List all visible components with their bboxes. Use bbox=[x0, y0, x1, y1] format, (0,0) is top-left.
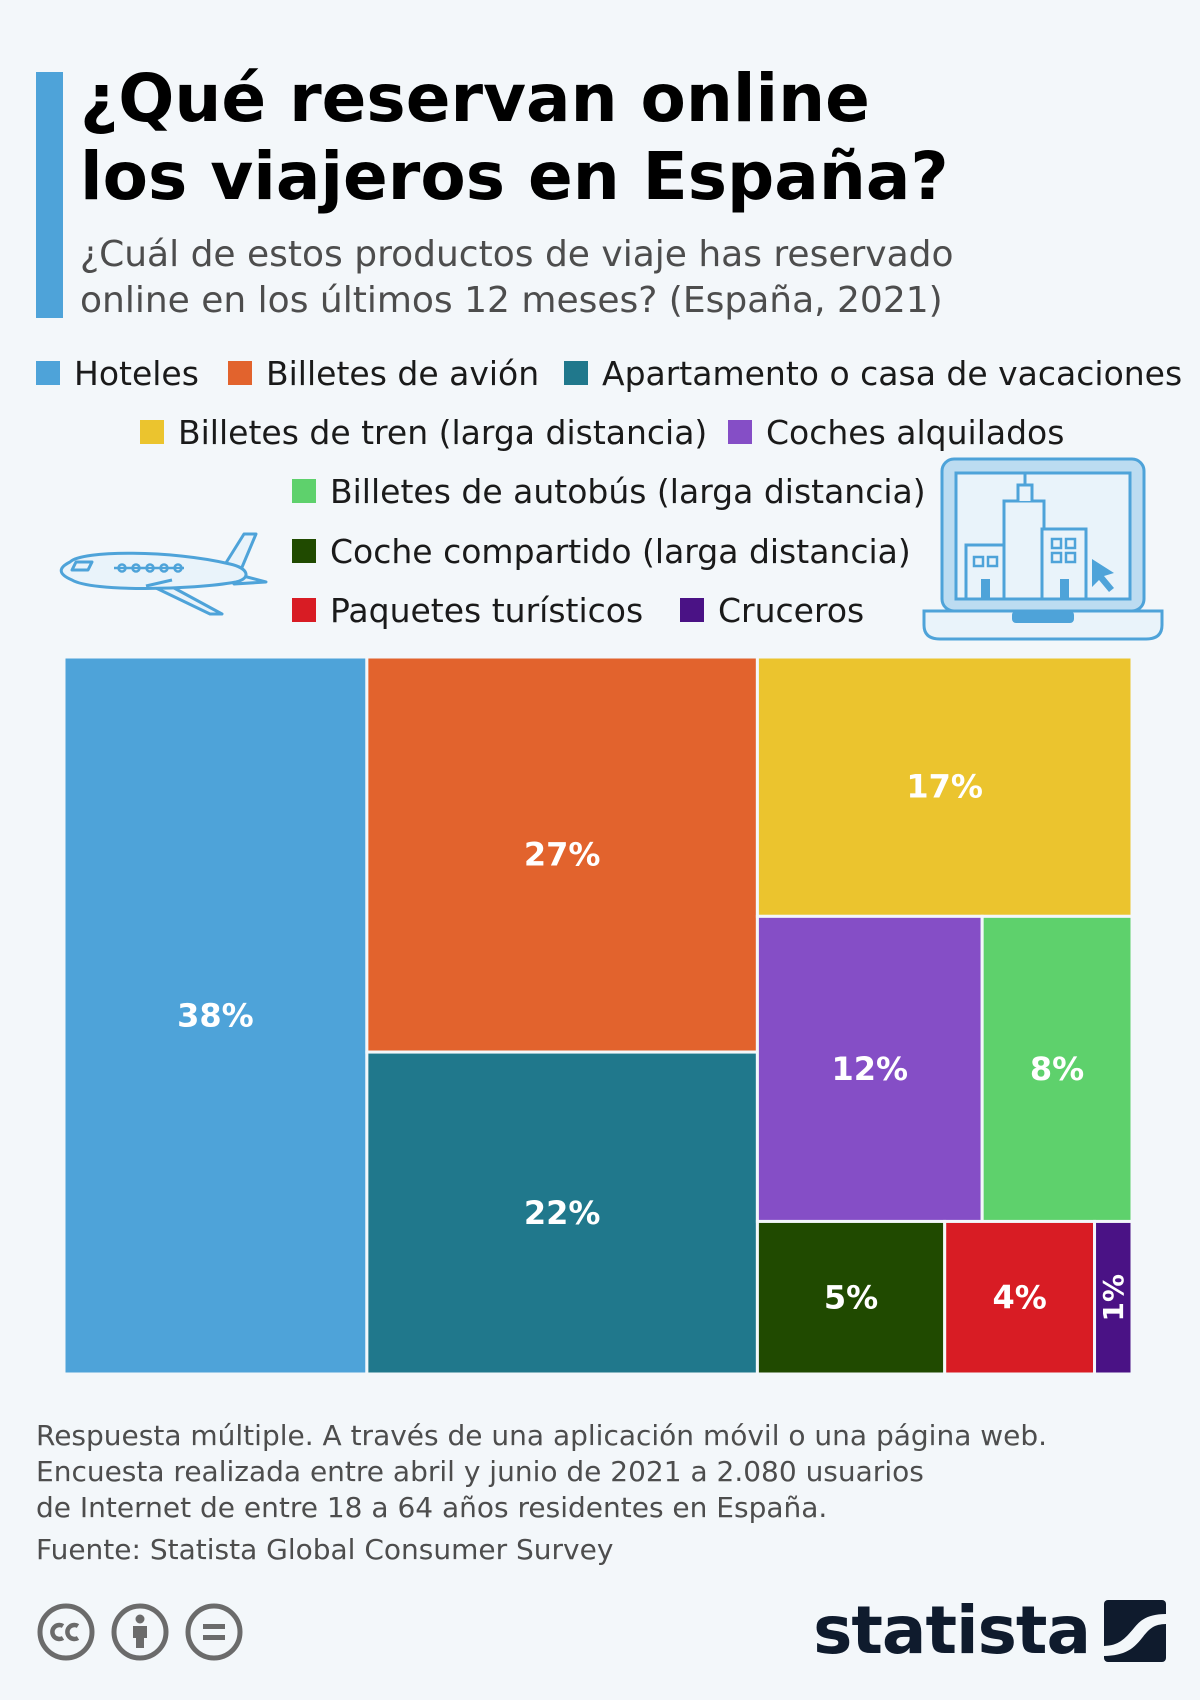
legend-swatch bbox=[728, 420, 752, 444]
legend-swatch bbox=[564, 361, 588, 385]
data-label: 4% bbox=[992, 1279, 1046, 1317]
legend-item-billetes-autobus: Billetes de autobús (larga distancia) bbox=[292, 469, 926, 513]
chart-notes: Respuesta múltiple. A través de una apli… bbox=[36, 1418, 1166, 1568]
legend-item-billetes-tren: Billetes de tren (larga distancia) bbox=[140, 410, 707, 454]
legend-item-hoteles: Hoteles bbox=[36, 351, 199, 395]
laptop-city-icon bbox=[922, 457, 1164, 641]
legend-item-cruceros: Cruceros bbox=[680, 588, 864, 632]
treemap-tile bbox=[1093, 1219, 1134, 1376]
legend-item-paquetes-turisticos: Paquetes turísticos bbox=[292, 588, 643, 632]
statista-brand[interactable]: statista bbox=[813, 1592, 1166, 1669]
subtitle-line-2: online en los últimos 12 meses? (España,… bbox=[80, 280, 943, 321]
attribution-icon[interactable] bbox=[110, 1602, 170, 1662]
title-accent-bar bbox=[36, 72, 63, 318]
legend-swatch bbox=[680, 598, 704, 622]
subtitle-line-1: ¿Cuál de estos productos de viaje has re… bbox=[80, 234, 954, 275]
legend-label: Hoteles bbox=[74, 353, 199, 393]
legend-swatch bbox=[292, 479, 316, 503]
legend-item-coches-alquilados: Coches alquilados bbox=[728, 410, 1064, 454]
source-text: Fuente: Statista Global Consumer Survey bbox=[36, 1533, 614, 1566]
title-line-2: los viajeros en España? bbox=[80, 138, 949, 215]
treemap-chart: 38% 27% 22% 17% 12% 8% 5% 4% 1% bbox=[62, 655, 1134, 1376]
legend-item-apartamento: Apartamento o casa de vacaciones bbox=[564, 351, 1182, 395]
note-line-1: Respuesta múltiple. A través de una apli… bbox=[36, 1419, 1048, 1452]
legend-label: Coche compartido (larga distancia) bbox=[330, 531, 911, 571]
legend-label: Billetes de autobús (larga distancia) bbox=[330, 471, 926, 511]
data-label: 22% bbox=[524, 1194, 601, 1232]
legend-swatch bbox=[228, 361, 252, 385]
data-label: 12% bbox=[831, 1050, 908, 1088]
data-label: 38% bbox=[177, 997, 254, 1035]
legend-swatch bbox=[140, 420, 164, 444]
note-line-2: Encuesta realizada entre abril y junio d… bbox=[36, 1455, 924, 1488]
treemap-tile bbox=[755, 655, 1134, 918]
legend-label: Apartamento o casa de vacaciones bbox=[602, 353, 1183, 393]
data-label: 27% bbox=[524, 836, 601, 874]
legend-swatch bbox=[36, 361, 60, 385]
legend-item-coche-compartido: Coche compartido (larga distancia) bbox=[292, 529, 911, 573]
data-label: 5% bbox=[824, 1279, 878, 1317]
treemap-tile bbox=[62, 655, 369, 1376]
no-derivatives-icon[interactable] bbox=[184, 1602, 244, 1662]
note-line-3: de Internet de entre 18 a 64 años reside… bbox=[36, 1491, 828, 1524]
page-subtitle: ¿Cuál de estos productos de viaje has re… bbox=[80, 232, 1080, 324]
data-label: 17% bbox=[906, 768, 983, 806]
legend-swatch bbox=[292, 598, 316, 622]
legend-label: Billetes de avión bbox=[266, 353, 540, 393]
title-line-1: ¿Qué reservan online bbox=[80, 60, 870, 137]
page-title: ¿Qué reservan online los viajeros en Esp… bbox=[80, 60, 1080, 216]
legend-label: Billetes de tren (larga distancia) bbox=[178, 412, 708, 452]
legend-label: Cruceros bbox=[718, 590, 865, 630]
treemap-tiles: 38% 27% 22% 17% 12% 8% 5% 4% 1% bbox=[62, 655, 1134, 1376]
legend-item-billetes-avion: Billetes de avión bbox=[228, 351, 539, 395]
license-icons bbox=[36, 1602, 244, 1662]
data-label: 1% bbox=[1097, 1274, 1130, 1322]
statista-logo-icon bbox=[1104, 1599, 1166, 1662]
legend-swatch bbox=[292, 539, 316, 563]
legend-label: Coches alquilados bbox=[766, 412, 1065, 452]
data-label: 8% bbox=[1030, 1050, 1084, 1088]
legend-label: Paquetes turísticos bbox=[330, 590, 644, 630]
statista-wordmark: statista bbox=[813, 1592, 1091, 1669]
treemap-tile bbox=[943, 1219, 1097, 1376]
airplane-icon bbox=[59, 532, 268, 616]
cc-icon[interactable] bbox=[36, 1602, 96, 1662]
